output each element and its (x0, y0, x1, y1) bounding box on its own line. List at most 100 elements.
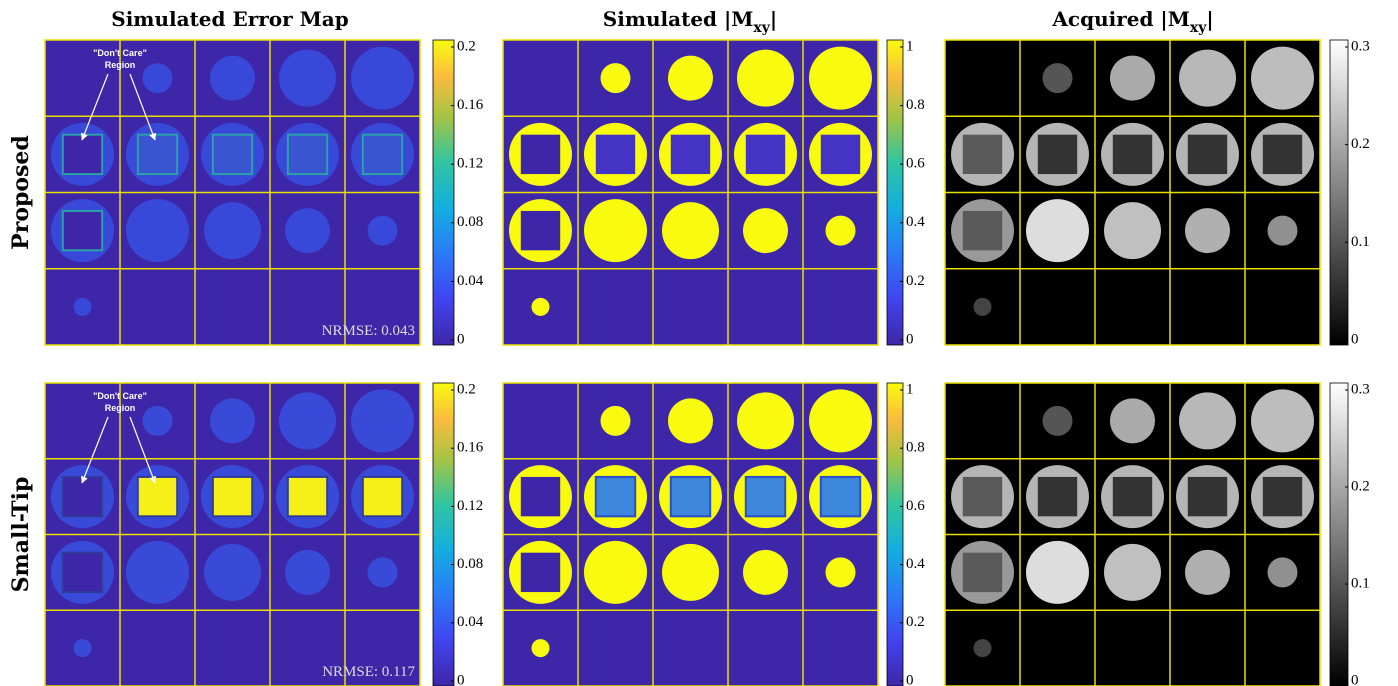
phantom (73, 639, 92, 658)
phantom (351, 389, 414, 453)
phantom (1104, 202, 1161, 260)
phantom (204, 202, 261, 260)
panel-border (944, 39, 1321, 346)
phantom (1110, 55, 1155, 101)
phantom (825, 215, 856, 246)
annotation: Region (105, 60, 136, 70)
title-text-end: | (770, 7, 777, 31)
colorbar-tick-label: 0.1 (1351, 234, 1370, 250)
square-region (136, 475, 179, 518)
phantom (662, 202, 719, 260)
phantom (531, 297, 550, 316)
phantom (1179, 49, 1236, 107)
phantom (210, 55, 255, 101)
square-region (361, 475, 404, 518)
panel-border (944, 382, 1321, 686)
colorbar (1329, 39, 1349, 346)
square-region (1187, 134, 1228, 175)
annotation: Region (105, 403, 136, 413)
colorbar-tick-label: 0.12 (457, 156, 483, 172)
colorbar-tick-label: 0 (457, 331, 465, 347)
title-subscript: xy (1190, 20, 1207, 36)
phantom (1104, 543, 1161, 601)
colorbar-tick-label: 0.4 (906, 556, 925, 572)
square-region (1262, 134, 1303, 175)
phantom (668, 398, 713, 444)
phantom (600, 63, 631, 94)
square-region (520, 134, 561, 175)
title-text: Acquired |M (1051, 7, 1189, 31)
phantom (662, 543, 719, 601)
colorbar-tick-label: 0 (1351, 331, 1359, 347)
arrow (129, 73, 157, 141)
phantom (973, 297, 992, 316)
square-region (820, 134, 861, 175)
square-region (520, 476, 561, 517)
square-region (61, 133, 104, 176)
colorbar-tick-label: 0.1 (1351, 575, 1370, 591)
phantom (126, 199, 189, 263)
square-region (1112, 134, 1153, 175)
colorbar-tick-label: 0.2 (1351, 136, 1370, 152)
phantom (1251, 389, 1314, 453)
title-text: Simulated Error Map (111, 7, 348, 31)
nrmse-label: NRMSE: 0.117 (322, 664, 415, 680)
phantom (809, 46, 872, 110)
colorbar-tick-label: 0.16 (457, 97, 484, 113)
square-region (669, 475, 712, 518)
arrow (129, 416, 157, 484)
square-region (211, 133, 254, 176)
phantom (1267, 215, 1298, 246)
colorbar-tick-label: 0.6 (906, 498, 925, 514)
phantom (825, 557, 856, 588)
nrmse-label: NRMSE: 0.043 (322, 323, 415, 339)
phantom (279, 392, 336, 450)
annotation: "Don't Care" (93, 391, 147, 401)
phantom (1185, 549, 1230, 595)
square-region (595, 134, 636, 175)
panel-border (44, 39, 421, 346)
colorbar-tick-label: 0.8 (906, 97, 925, 113)
annotation: "Don't Care" (93, 48, 147, 58)
square-region (819, 475, 862, 518)
column-title: Acquired |Mxy| (1051, 7, 1213, 36)
phantom (1251, 46, 1314, 110)
phantom (73, 297, 92, 316)
phantom (1185, 208, 1230, 254)
square-region (61, 209, 104, 252)
phantom (285, 549, 330, 595)
colorbar-tick-label: 0 (906, 331, 914, 347)
colorbar-tick-label: 0.04 (457, 614, 484, 630)
arrow (81, 416, 109, 484)
arrow (81, 73, 109, 141)
phantom (1026, 199, 1089, 263)
phantom (531, 639, 550, 658)
square-region (962, 552, 1003, 593)
phantom (600, 405, 631, 436)
panel-border (44, 382, 421, 686)
column-title: Simulated |Mxy| (603, 7, 777, 36)
colorbar (432, 39, 455, 346)
colorbar-tick-label: 0.2 (457, 38, 476, 54)
square-region (286, 475, 329, 518)
square-region (962, 476, 1003, 517)
colorbar-tick-label: 0.04 (457, 273, 484, 289)
phantom (367, 557, 398, 588)
square-region (61, 551, 104, 594)
colorbar-tick-label: 0.2 (906, 273, 925, 289)
colorbar-tick-label: 1 (906, 381, 914, 397)
phantom (142, 63, 173, 94)
square-region (211, 475, 254, 518)
phantom (737, 392, 794, 450)
colorbar-tick-label: 0.16 (457, 440, 484, 456)
colorbar-tick-label: 0 (1351, 672, 1359, 686)
phantom (1026, 540, 1089, 604)
colorbar (432, 382, 455, 686)
colorbar-tick-label: 0 (457, 672, 465, 686)
square-region (1262, 476, 1303, 517)
square-region (962, 210, 1003, 251)
square-region (286, 133, 329, 176)
square-region (520, 210, 561, 251)
row-label: Small-Tip (8, 477, 34, 593)
